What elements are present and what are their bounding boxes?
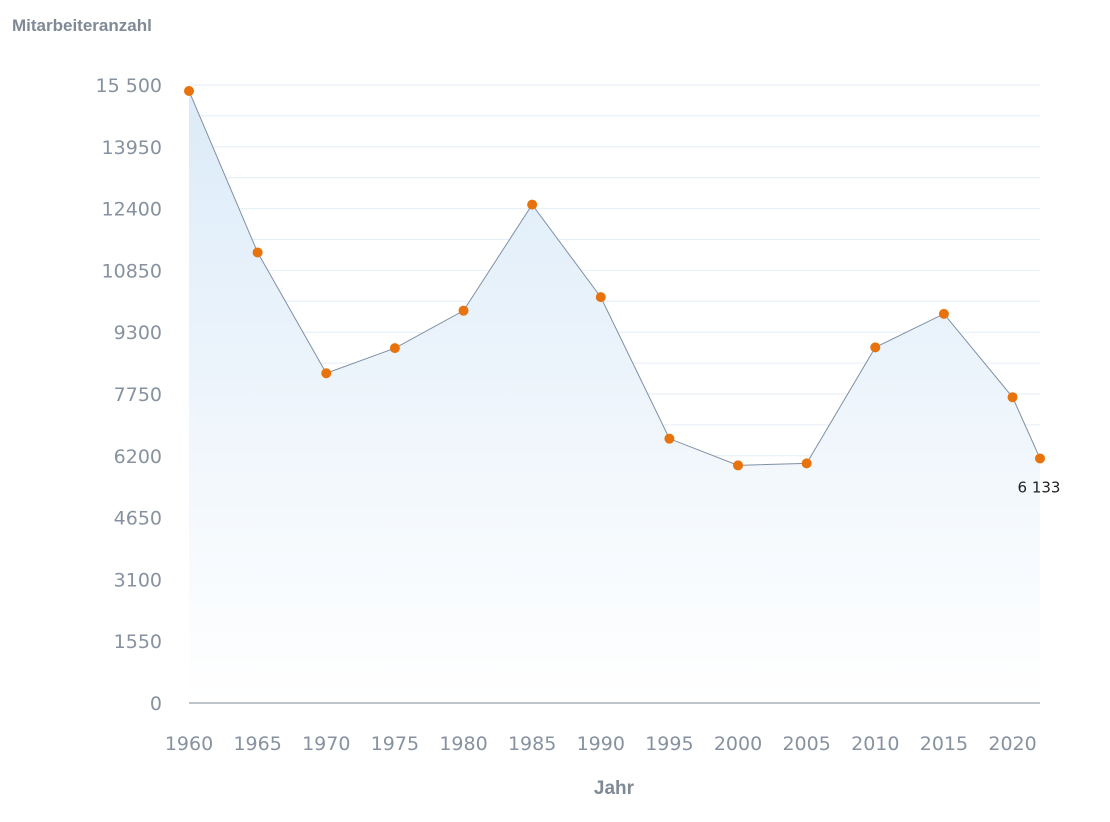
y-tick-label: 12400: [102, 199, 162, 221]
y-tick-label: 13950: [102, 137, 162, 159]
x-tick-label: 2010: [851, 733, 899, 755]
series-line: [188, 90, 1041, 466]
data-point: [184, 85, 194, 96]
x-tick-label: 2015: [920, 733, 968, 755]
data-point: [1035, 453, 1045, 464]
data-point: [252, 247, 263, 258]
y-tick-label: 10850: [102, 260, 162, 282]
y-tick-label: 1550: [114, 631, 162, 653]
y-axis-title: Mitarbeiteranzahl: [12, 16, 152, 35]
x-tick-label: 1970: [302, 733, 350, 755]
series-area: [189, 90, 1040, 703]
y-tick-label: 3100: [114, 569, 162, 591]
x-tick-label: 1995: [645, 733, 693, 755]
x-tick-label: 1965: [233, 733, 281, 755]
data-point: [664, 433, 675, 444]
x-tick-label: 2020: [988, 733, 1036, 755]
y-tick-label: 7750: [114, 384, 162, 406]
data-point: [389, 343, 400, 354]
y-tick-label: 15 500: [96, 75, 162, 97]
data-label: 6 133: [1018, 478, 1061, 496]
x-axis-title: Jahr: [593, 778, 635, 799]
y-tick-label: 0: [150, 693, 162, 715]
x-tick-label: 1980: [439, 733, 487, 755]
y-tick-label: 9300: [114, 322, 162, 344]
x-tick-label: 1960: [165, 733, 213, 755]
x-tick-label: 1975: [371, 733, 419, 755]
x-tick-label: 1990: [577, 733, 625, 755]
data-point: [1007, 392, 1018, 403]
x-tick-label: 2000: [714, 733, 762, 755]
data-point: [458, 305, 469, 316]
data-point: [870, 342, 881, 353]
data-point: [938, 308, 949, 319]
x-tick-label: 1985: [508, 733, 556, 755]
data-point: [801, 458, 812, 469]
data-point: [733, 460, 744, 471]
y-tick-label: 4650: [114, 508, 162, 530]
data-point: [527, 199, 538, 210]
y-tick-label: 6200: [114, 446, 162, 468]
data-point: [595, 292, 606, 303]
data-point: [321, 368, 332, 379]
x-tick-label: 2005: [782, 733, 830, 755]
